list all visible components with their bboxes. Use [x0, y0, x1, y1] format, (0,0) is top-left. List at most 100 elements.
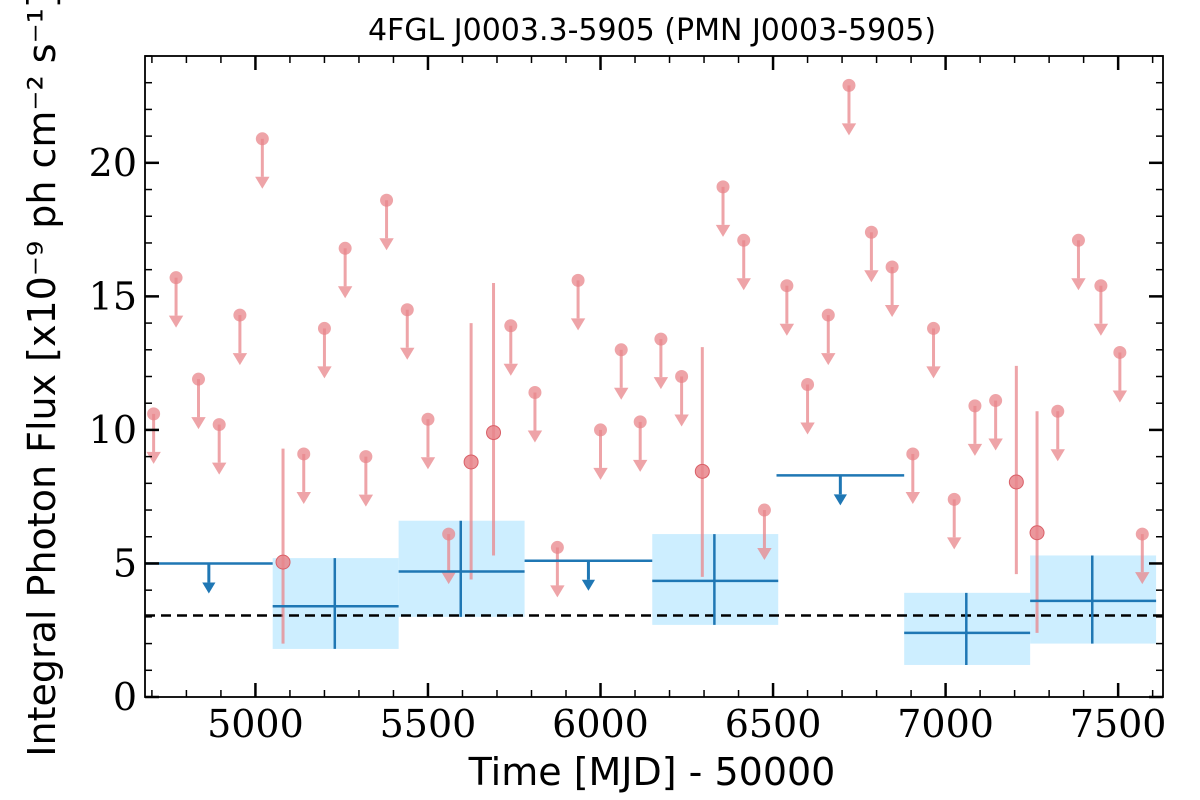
short-bin-upper-limit-27-head	[800, 422, 815, 435]
short-bin-upper-limit-marker-7	[317, 321, 331, 335]
short-bin-upper-limit-11-head	[400, 347, 415, 360]
short-bin-upper-limit-marker-27	[801, 378, 815, 392]
short-bin-upper-limit-1-head	[168, 315, 184, 328]
short-bin-upper-limit-32-head	[905, 491, 921, 504]
short-bin-upper-limit-41-head	[1135, 572, 1150, 585]
short-bin-upper-limit-marker-21	[654, 332, 668, 346]
short-bin-upper-limit-16-head	[550, 585, 565, 598]
short-bin-detection-4	[1008, 474, 1024, 490]
short-bin-detection-1	[463, 454, 479, 470]
short-bin-upper-limit-marker-11	[400, 303, 414, 317]
short-bin-upper-limit-21-head	[653, 377, 669, 390]
short-bin-upper-limit-marker-31	[885, 260, 899, 274]
long-bin-upper-limit-arrow-1-head	[581, 579, 596, 591]
short-bin-upper-limit-2-head	[191, 417, 206, 430]
short-bin-upper-limit-37-head	[1050, 449, 1065, 462]
short-bin-series	[146, 78, 1150, 644]
short-bin-upper-limit-marker-15	[528, 386, 542, 400]
x-tick-label: 5500	[380, 702, 477, 746]
short-bin-upper-limit-13-head	[441, 572, 456, 585]
x-axis-label: Time [MJD] - 50000	[468, 750, 836, 794]
short-bin-upper-limit-marker-2	[191, 372, 205, 386]
short-bin-upper-limit-6-head	[296, 491, 311, 504]
short-bin-upper-limit-29-head	[841, 123, 857, 136]
short-bin-upper-limit-marker-18	[594, 423, 608, 437]
short-bin-upper-limit-marker-9	[359, 450, 373, 464]
y-tick-label: 0	[113, 675, 137, 719]
short-bin-upper-limit-marker-4	[233, 308, 247, 322]
short-bin-upper-limit-8-head	[337, 286, 353, 299]
short-bin-upper-limit-5-head	[255, 176, 270, 189]
short-bin-upper-limit-9-head	[358, 494, 374, 507]
short-bin-upper-limit-marker-30	[864, 225, 878, 239]
short-bin-upper-limit-marker-35	[968, 399, 982, 413]
short-bin-upper-limit-marker-0	[147, 407, 161, 421]
short-bin-upper-limit-marker-32	[906, 447, 920, 461]
short-bin-upper-limit-marker-25	[757, 503, 771, 517]
short-bin-upper-limit-25-head	[757, 548, 772, 561]
y-tick-label: 20	[89, 141, 137, 185]
short-bin-upper-limit-marker-29	[842, 78, 856, 92]
short-bin-upper-limit-marker-3	[212, 418, 226, 432]
short-bin-upper-limit-marker-28	[821, 308, 835, 322]
y-tick-label: 15	[89, 274, 137, 318]
short-bin-upper-limit-23-head	[715, 224, 731, 237]
short-bin-upper-limit-marker-5	[255, 132, 269, 146]
x-tick-label: 7000	[897, 702, 994, 746]
short-bin-upper-limit-marker-6	[297, 447, 311, 461]
short-bin-upper-limit-marker-37	[1051, 404, 1065, 418]
short-bin-upper-limit-40-head	[1112, 390, 1128, 403]
short-bin-upper-limit-marker-41	[1135, 527, 1149, 541]
short-bin-upper-limit-30-head	[864, 270, 879, 283]
short-bin-upper-limit-marker-39	[1094, 279, 1108, 293]
short-bin-upper-limit-marker-13	[442, 527, 456, 541]
short-bin-detection-3	[694, 463, 710, 479]
long-bin-series	[145, 474, 1157, 665]
short-bin-detection-5	[1029, 525, 1045, 541]
short-bin-upper-limit-31-head	[884, 304, 900, 317]
short-bin-upper-limit-28-head	[821, 353, 836, 366]
short-bin-upper-limit-20-head	[632, 459, 648, 472]
short-bin-upper-limit-4-head	[232, 353, 248, 366]
short-bin-upper-limit-26-head	[779, 323, 795, 336]
short-bin-upper-limit-34-head	[947, 537, 962, 550]
short-bin-upper-limit-17-head	[570, 318, 586, 331]
short-bin-upper-limit-marker-10	[380, 193, 394, 207]
short-bin-upper-limit-10-head	[379, 238, 394, 251]
short-bin-upper-limit-marker-38	[1071, 233, 1085, 247]
short-bin-detection-2	[486, 425, 502, 441]
short-bin-upper-limit-marker-40	[1113, 345, 1127, 359]
short-bin-upper-limit-marker-24	[737, 233, 751, 247]
short-bin-upper-limit-3-head	[211, 462, 227, 475]
short-bin-upper-limit-marker-14	[504, 319, 518, 333]
short-bin-upper-limit-marker-22	[675, 370, 689, 383]
short-bin-upper-limit-marker-12	[421, 412, 435, 426]
y-axis-label: Integral Photon Flux [x10⁻⁹ ph cm⁻² s⁻¹]	[20, 0, 64, 757]
y-tick-label: 10	[89, 408, 137, 452]
y-tick-label: 5	[113, 541, 137, 585]
short-bin-upper-limit-marker-23	[716, 180, 730, 194]
short-bin-upper-limit-35-head	[967, 443, 983, 456]
chart-title: 4FGL J0003.3-5905 (PMN J0003-5905)	[368, 13, 936, 48]
x-tick-label: 5000	[207, 702, 304, 746]
short-bin-detection-0	[275, 554, 291, 570]
short-bin-upper-limit-marker-16	[550, 540, 564, 554]
short-bin-upper-limit-14-head	[503, 363, 518, 376]
long-bin-upper-limit-arrow-2-head	[833, 494, 847, 506]
x-tick-label: 6000	[552, 702, 649, 746]
short-bin-upper-limit-marker-26	[780, 279, 794, 293]
short-bin-upper-limit-marker-34	[947, 492, 961, 506]
short-bin-upper-limit-marker-19	[614, 343, 628, 357]
short-bin-upper-limit-marker-17	[571, 273, 585, 287]
x-tick-label: 7500	[1070, 702, 1167, 746]
short-bin-upper-limit-36-head	[988, 438, 1003, 451]
short-bin-upper-limit-24-head	[736, 278, 751, 291]
short-bin-upper-limit-38-head	[1071, 278, 1086, 291]
short-bin-upper-limit-12-head	[420, 457, 436, 470]
short-bin-upper-limit-0-head	[146, 451, 161, 464]
short-bin-upper-limit-marker-36	[989, 394, 1003, 408]
short-bin-upper-limit-15-head	[527, 430, 543, 443]
short-bin-upper-limit-marker-8	[338, 241, 352, 255]
axes: 5000 5500 6000 6500 7000 7500 0 5 10 15 20	[89, 55, 1167, 746]
